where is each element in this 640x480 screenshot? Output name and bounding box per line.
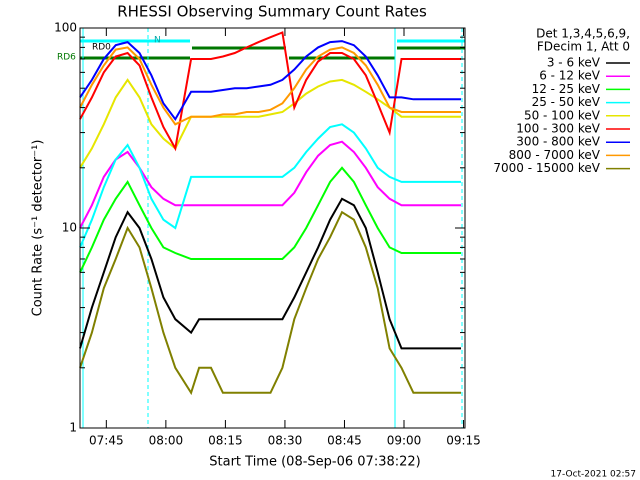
x-tick-label: 08:30 [268, 434, 303, 448]
legend-label: 100 - 300 keV [516, 122, 600, 136]
footer: 17-Oct-2021 02:57 [551, 470, 636, 480]
series-line [79, 210, 461, 396]
x-axis-label: Start Time (08-Sep-06 07:38:22) [209, 455, 420, 470]
legend-label: 7000 - 15000 keV [493, 161, 600, 175]
chart-title: RHESSI Observing Summary Count Rates [117, 3, 427, 21]
legend-label: 300 - 800 keV [516, 135, 600, 149]
series-line [79, 166, 461, 273]
series-line [79, 78, 461, 169]
x-tick-label: 09:00 [387, 434, 422, 448]
y-axis-label: Count Rate (s⁻¹ detector⁻¹) [31, 140, 46, 317]
x-tick-label: 09:15 [446, 434, 481, 448]
legend-label: 3 - 6 keV [547, 56, 601, 70]
x-tick-label: 08:15 [208, 434, 243, 448]
annotation: RD0 [92, 43, 111, 53]
legend-label: 25 - 50 keV [532, 95, 601, 109]
legend-label: 800 - 7000 keV [509, 148, 601, 162]
y-tick-label: 1 [69, 421, 77, 435]
legend-header: FDecim 1, Att 0 [537, 40, 630, 54]
series-line [79, 31, 461, 152]
legend-header: Det 1,3,4,5,6,9, [536, 27, 630, 41]
x-tick-label: 07:45 [89, 434, 124, 448]
x-tick-label: 08:45 [327, 434, 362, 448]
annotation: RD6 [57, 53, 76, 63]
legend-label: 6 - 12 keV [539, 69, 601, 83]
legend-label: 50 - 100 keV [524, 108, 601, 122]
plot [79, 31, 461, 396]
series-line [79, 46, 461, 126]
series-line [79, 40, 461, 122]
annotation: N [154, 36, 161, 46]
series-line [79, 140, 461, 229]
y-tick-label: 10 [62, 221, 77, 235]
series-line [79, 123, 461, 248]
x-tick-label: 08:00 [149, 434, 184, 448]
legend-label: 12 - 25 keV [532, 82, 601, 96]
series-line [79, 197, 461, 350]
y-tick-label: 100 [54, 21, 77, 35]
